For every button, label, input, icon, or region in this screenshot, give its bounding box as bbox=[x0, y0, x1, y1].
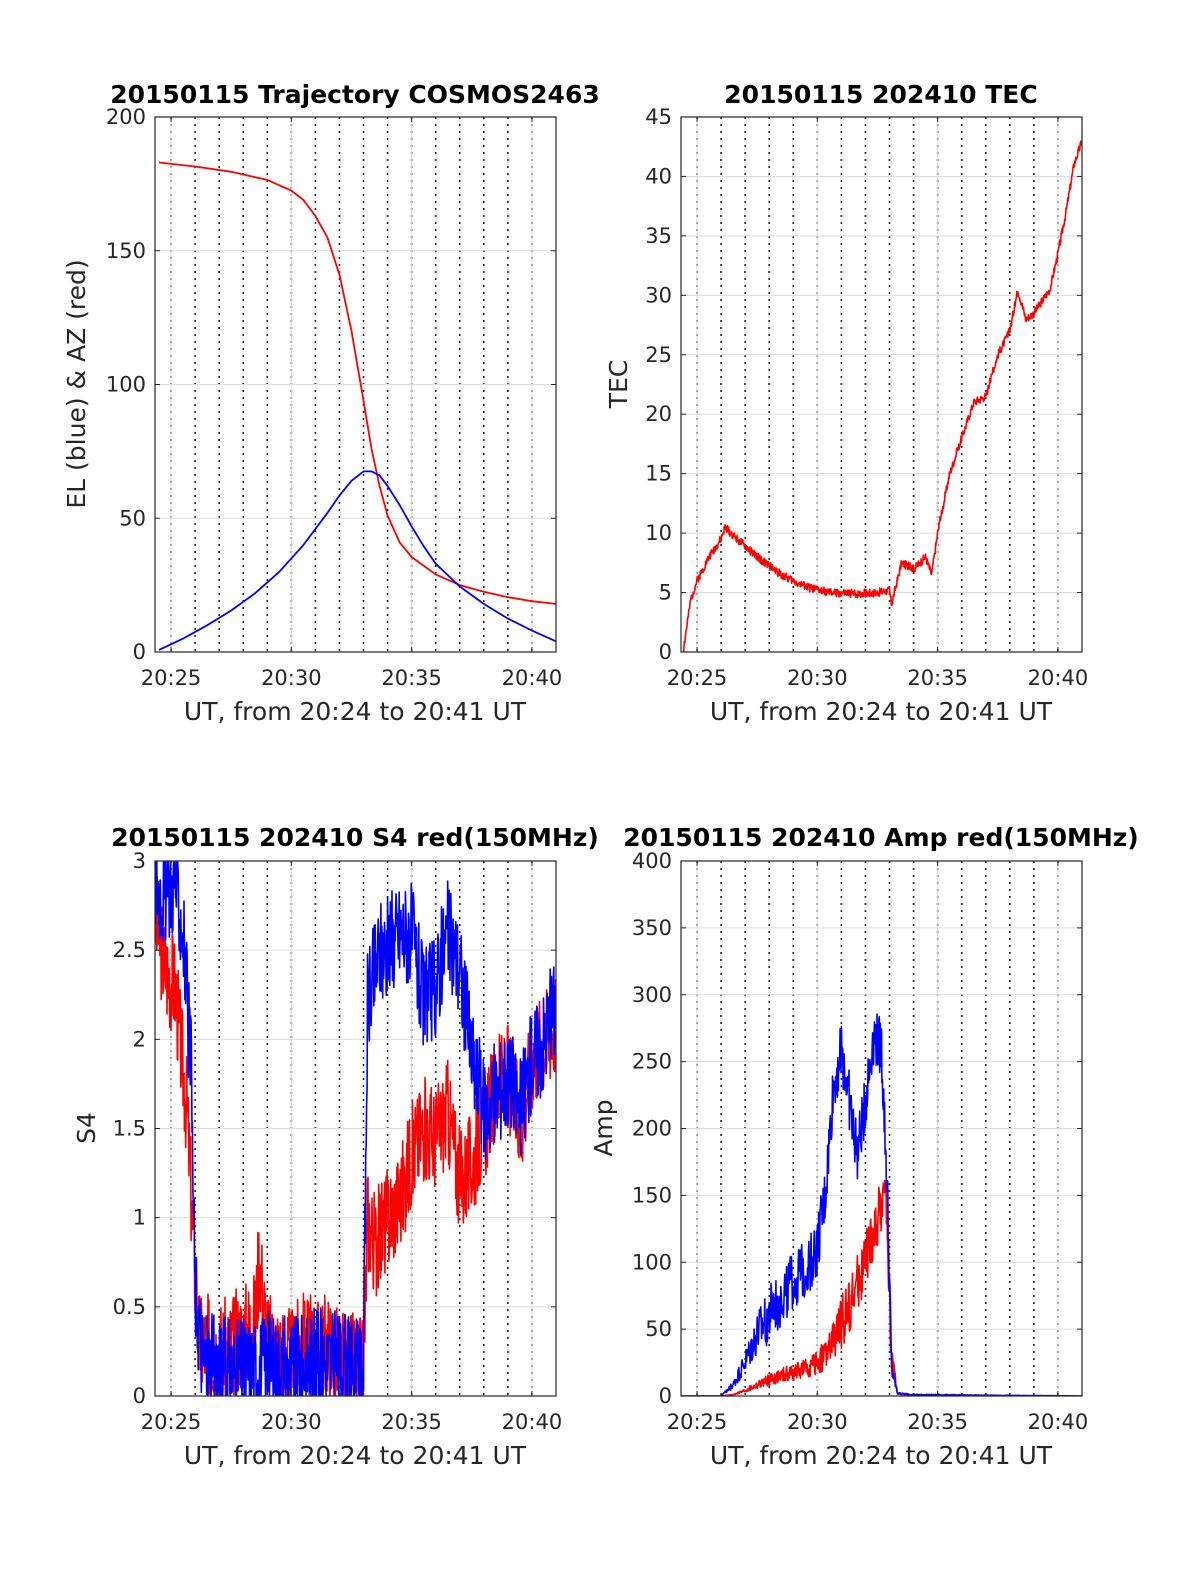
trajectory-ylabel: EL (blue) & AZ (red) bbox=[62, 259, 91, 508]
amp-xlabel: UT, from 20:24 to 20:41 UT bbox=[710, 1441, 1053, 1470]
y-tick-label: 300 bbox=[632, 983, 672, 1007]
y-tick-label: 5 bbox=[659, 581, 672, 605]
x-tick-label: 20:30 bbox=[787, 1410, 848, 1434]
x-tick-label: 20:25 bbox=[141, 666, 202, 690]
x-tick-label: 20:35 bbox=[907, 666, 968, 690]
series-line-blue bbox=[158, 470, 556, 651]
y-tick-label: 45 bbox=[645, 105, 672, 129]
y-tick-label: 1 bbox=[133, 1206, 146, 1230]
amp-panel: 20150115 202410 Amp red(150MHz) UT, from… bbox=[589, 823, 1139, 1470]
y-tick-label: 150 bbox=[632, 1183, 672, 1207]
y-tick-label: 30 bbox=[645, 283, 672, 307]
y-tick-label: 250 bbox=[632, 1050, 672, 1074]
x-tick-label: 20:25 bbox=[667, 666, 728, 690]
plot-area bbox=[155, 861, 556, 1396]
tec-xlabel: UT, from 20:24 to 20:41 UT bbox=[710, 697, 1053, 726]
y-tick-label: 400 bbox=[632, 849, 672, 873]
y-tick-label: 0 bbox=[659, 640, 672, 664]
x-tick-label: 20:40 bbox=[502, 666, 563, 690]
y-tick-label: 200 bbox=[106, 105, 146, 129]
y-tick-label: 0 bbox=[133, 1384, 146, 1408]
x-tick-label: 20:30 bbox=[787, 666, 848, 690]
s4-panel: 20150115 202410 S4 red(150MHz) UT, from … bbox=[72, 823, 599, 1470]
y-tick-label: 1.5 bbox=[113, 1117, 146, 1141]
x-tick-label: 20:40 bbox=[1028, 666, 1089, 690]
y-tick-label: 50 bbox=[645, 1317, 672, 1341]
y-tick-label: 0 bbox=[659, 1384, 672, 1408]
x-tick-label: 20:35 bbox=[907, 1410, 968, 1434]
y-tick-label: 2.5 bbox=[113, 938, 146, 962]
amp-title: 20150115 202410 Amp red(150MHz) bbox=[623, 823, 1139, 852]
tec-panel: 20150115 202410 TEC UT, from 20:24 to 20… bbox=[604, 80, 1088, 726]
plot-area bbox=[158, 161, 556, 651]
y-tick-label: 0 bbox=[133, 640, 146, 664]
y-tick-label: 50 bbox=[119, 506, 146, 530]
series-line-red bbox=[158, 161, 556, 605]
y-tick-label: 20 bbox=[645, 402, 672, 426]
y-tick-label: 200 bbox=[632, 1117, 672, 1141]
x-tick-label: 20:25 bbox=[141, 1410, 202, 1434]
tec-title: 20150115 202410 TEC bbox=[724, 80, 1037, 109]
y-tick-label: 350 bbox=[632, 916, 672, 940]
axes-box bbox=[680, 116, 1083, 653]
y-tick-label: 10 bbox=[645, 521, 672, 545]
y-tick-label: 15 bbox=[645, 462, 672, 486]
y-tick-label: 0.5 bbox=[113, 1295, 146, 1319]
y-tick-label: 100 bbox=[106, 373, 146, 397]
series-line-blue bbox=[681, 1013, 1082, 1396]
x-tick-label: 20:25 bbox=[667, 1410, 728, 1434]
trajectory-title: 20150115 Trajectory COSMOS2463 bbox=[110, 80, 600, 109]
plot-area bbox=[681, 1013, 1082, 1396]
series-line-red bbox=[681, 1179, 1082, 1396]
x-tick-label: 20:40 bbox=[1028, 1410, 1089, 1434]
tec-ylabel: TEC bbox=[604, 360, 633, 410]
x-tick-label: 20:40 bbox=[502, 1410, 563, 1434]
s4-xlabel: UT, from 20:24 to 20:41 UT bbox=[184, 1441, 527, 1470]
s4-title: 20150115 202410 S4 red(150MHz) bbox=[111, 823, 599, 852]
y-tick-label: 25 bbox=[645, 343, 672, 367]
x-tick-label: 20:30 bbox=[261, 666, 322, 690]
y-tick-label: 100 bbox=[632, 1250, 672, 1274]
trajectory-panel: 20150115 Trajectory COSMOS2463 UT, from … bbox=[62, 80, 600, 726]
x-tick-label: 20:35 bbox=[381, 1410, 442, 1434]
plot-area bbox=[682, 140, 1082, 652]
trajectory-xlabel: UT, from 20:24 to 20:41 UT bbox=[184, 697, 527, 726]
x-tick-label: 20:35 bbox=[381, 666, 442, 690]
y-tick-label: 2 bbox=[133, 1027, 146, 1051]
s4-ylabel: S4 bbox=[72, 1112, 101, 1144]
y-tick-label: 35 bbox=[645, 224, 672, 248]
x-tick-label: 20:30 bbox=[261, 1410, 322, 1434]
amp-ylabel: Amp bbox=[589, 1099, 618, 1156]
series-line-blue bbox=[155, 861, 556, 1396]
series-line-red bbox=[682, 140, 1082, 652]
y-tick-label: 40 bbox=[645, 164, 672, 188]
y-tick-label: 3 bbox=[133, 849, 146, 873]
y-tick-label: 150 bbox=[106, 239, 146, 263]
